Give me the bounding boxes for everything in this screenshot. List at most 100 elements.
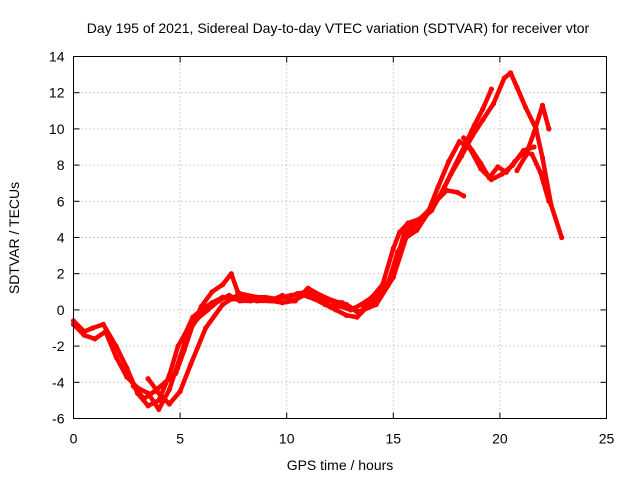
data-point — [522, 104, 529, 110]
data-point — [188, 361, 194, 367]
y-tick-label: -4 — [52, 374, 65, 390]
data-point — [512, 158, 518, 165]
y-tick-label: -6 — [52, 411, 65, 427]
data-point — [241, 296, 247, 302]
data-point — [369, 296, 375, 302]
data-point — [405, 220, 411, 226]
y-tick-label: -2 — [52, 338, 65, 354]
data-point — [514, 84, 520, 90]
data-point — [156, 390, 162, 396]
data-point — [356, 309, 362, 315]
data-point — [279, 300, 285, 306]
data-point — [441, 184, 448, 190]
y-tick-label: 0 — [57, 302, 65, 318]
data-point — [480, 106, 486, 112]
data-point — [559, 234, 565, 241]
data-point — [81, 332, 87, 338]
data-point — [237, 291, 243, 297]
data-point — [522, 153, 529, 159]
data-point — [166, 401, 172, 407]
data-point — [237, 298, 243, 304]
x-tick-label: 25 — [599, 431, 615, 447]
data-point — [333, 307, 339, 313]
data-point — [503, 169, 509, 175]
data-point — [469, 148, 475, 154]
data-point — [373, 301, 379, 308]
data-point — [254, 294, 260, 300]
data-point — [292, 298, 298, 304]
data-point — [102, 329, 109, 335]
data-point — [271, 296, 277, 302]
data-point — [531, 144, 537, 150]
data-point — [141, 396, 147, 402]
data-point — [92, 336, 98, 342]
data-point — [480, 117, 486, 123]
data-point — [162, 379, 168, 385]
data-point — [531, 129, 537, 136]
x-tick-label: 20 — [492, 431, 508, 447]
x-tick-label: 15 — [386, 431, 402, 447]
data-point — [539, 155, 546, 161]
y-tick-label: 10 — [49, 121, 65, 137]
data-point — [403, 234, 409, 241]
x-tick-labels: 0 5 10 15 20 25 — [70, 431, 615, 447]
data-point — [181, 347, 187, 353]
data-series — [70, 70, 565, 412]
data-point — [461, 193, 467, 199]
y-tick-label: 6 — [57, 193, 65, 209]
data-point — [220, 301, 226, 308]
data-point — [461, 135, 467, 141]
data-point — [454, 189, 460, 195]
data-point — [390, 274, 396, 280]
data-point — [539, 102, 546, 108]
data-point — [486, 175, 492, 181]
data-point — [124, 374, 130, 380]
y-tick-label: 12 — [49, 85, 65, 101]
data-point — [414, 227, 420, 233]
data-point — [166, 386, 172, 393]
data-point — [488, 86, 494, 92]
data-point — [145, 403, 151, 409]
y-tick-label: 14 — [49, 49, 65, 65]
data-point — [113, 354, 119, 360]
data-point — [446, 158, 452, 165]
series-track-1 — [71, 70, 564, 409]
data-point — [514, 167, 520, 174]
x-tick-label: 10 — [279, 431, 295, 447]
data-point — [113, 343, 119, 349]
data-point — [124, 365, 130, 371]
chart-title: Day 195 of 2021, Sidereal Day-to-day VTE… — [87, 20, 590, 36]
data-point — [130, 383, 136, 389]
data-point — [435, 184, 441, 190]
data-point — [209, 289, 215, 295]
data-point — [305, 291, 311, 297]
data-point — [305, 285, 311, 291]
data-point — [288, 292, 294, 298]
data-point — [358, 301, 364, 308]
data-point — [452, 162, 458, 168]
data-point — [175, 343, 181, 349]
data-point — [501, 75, 507, 81]
x-tick-label: 0 — [70, 431, 78, 447]
data-point — [495, 164, 501, 170]
data-point — [228, 271, 234, 277]
data-point — [173, 370, 179, 376]
data-point — [508, 70, 514, 76]
data-point — [220, 282, 226, 288]
data-point — [537, 169, 544, 175]
data-point — [156, 397, 162, 403]
series-track-4 — [145, 86, 494, 407]
data-point — [205, 307, 211, 313]
data-point — [546, 126, 552, 132]
data-point — [145, 376, 151, 382]
data-point — [156, 406, 162, 412]
data-point — [215, 298, 222, 304]
data-point — [226, 292, 232, 298]
data-point — [546, 198, 552, 204]
data-point — [478, 160, 484, 166]
data-point — [343, 312, 349, 318]
data-point — [416, 216, 422, 222]
data-point — [177, 388, 183, 394]
data-point — [100, 321, 106, 327]
data-point — [471, 122, 477, 128]
